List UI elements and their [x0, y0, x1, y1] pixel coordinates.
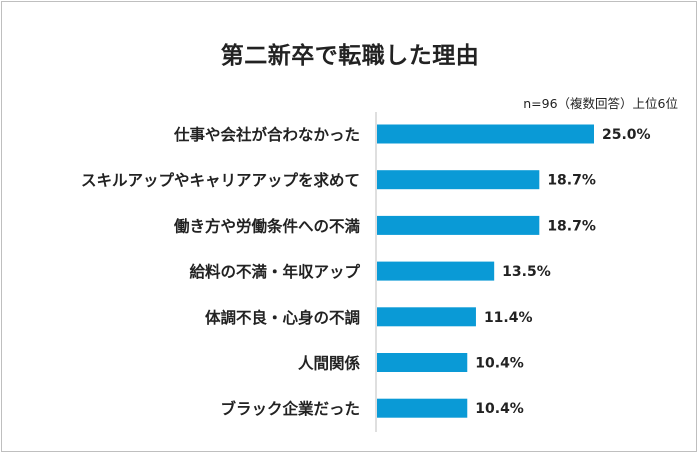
category-label: ブラック企業だった	[220, 399, 360, 418]
chart-note: n=96（複数回答）上位6位	[523, 96, 678, 111]
value-label: 10.4%	[475, 401, 524, 417]
category-label: 仕事や会社が合わなかった	[173, 125, 360, 144]
value-label: 10.4%	[475, 356, 524, 372]
chart-title: 第二新卒で転職した理由	[220, 43, 480, 69]
bar	[377, 124, 594, 144]
value-label: 18.7%	[547, 173, 596, 189]
category-label: 給料の不満・年収アップ	[189, 262, 360, 281]
bar	[377, 261, 495, 281]
value-label: 11.4%	[484, 310, 533, 326]
value-label: 25.0%	[602, 127, 651, 143]
bar	[377, 215, 540, 235]
value-label: 13.5%	[502, 264, 551, 280]
category-label: スキルアップやキャリアアップを求めて	[81, 171, 360, 190]
value-label: 18.7%	[547, 218, 596, 234]
bar	[377, 307, 476, 327]
category-label: 体調不良・心身の不調	[205, 308, 360, 327]
bar	[377, 353, 468, 372]
category-label: 人間関係	[298, 354, 361, 373]
bar	[377, 398, 468, 418]
bar	[377, 170, 540, 190]
category-label: 働き方や労働条件への不満	[173, 216, 361, 235]
